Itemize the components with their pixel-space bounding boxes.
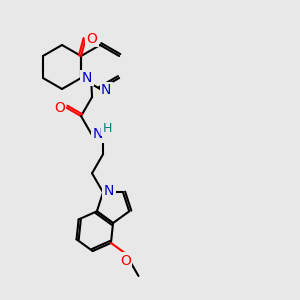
Text: O: O — [86, 32, 97, 46]
Text: H: H — [102, 122, 112, 135]
Text: O: O — [120, 254, 131, 268]
Text: N: N — [104, 184, 114, 198]
Text: O: O — [54, 100, 65, 115]
Text: N: N — [82, 71, 92, 85]
Text: N: N — [93, 127, 103, 141]
Text: N: N — [101, 83, 111, 97]
